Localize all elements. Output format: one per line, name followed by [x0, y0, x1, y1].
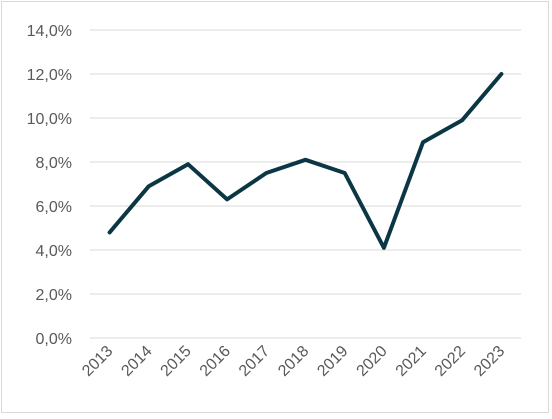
x-axis-tick-labels: 2013 2014 2015 2016 2017 2018 2019 2020 2021 2022…	[79, 343, 508, 380]
line-chart: 0,0% 2,0% 4,0% 6,0% 8,0% 10,0% 12,0% 14,0% 2013…	[27, 23, 521, 380]
series-line	[107, 72, 504, 250]
series-layer	[107, 72, 504, 250]
x-tick-label: 2021	[393, 343, 430, 380]
y-tick-label: 8,0%	[36, 155, 72, 172]
y-axis-tick-labels: 0,0% 2,0% 4,0% 6,0% 8,0% 10,0% 12,0% 14,0%	[27, 23, 72, 348]
x-tick-label: 2022	[432, 343, 469, 380]
y-tick-label: 14,0%	[27, 23, 72, 40]
x-tick-label: 2016	[197, 343, 234, 380]
y-tick-label: 6,0%	[36, 199, 72, 216]
y-tick-label: 4,0%	[36, 243, 72, 260]
x-tick-label: 2015	[158, 343, 195, 380]
y-tick-label: 10,0%	[27, 111, 72, 128]
y-tick-label: 2,0%	[36, 287, 72, 304]
x-tick-label: 2018	[275, 343, 312, 380]
x-tick-label: 2019	[314, 343, 351, 380]
x-tick-label: 2017	[236, 343, 273, 380]
y-tick-label: 0,0%	[36, 331, 72, 348]
x-tick-label: 2013	[79, 343, 116, 380]
x-tick-label: 2014	[118, 343, 155, 380]
x-tick-label: 2023	[471, 343, 508, 380]
x-tick-label: 2020	[354, 343, 391, 380]
chart-frame: 0,0% 2,0% 4,0% 6,0% 8,0% 10,0% 12,0% 14,0% 2013…	[1, 1, 549, 413]
y-tick-label: 12,0%	[27, 67, 72, 84]
gridlines	[90, 29, 521, 339]
